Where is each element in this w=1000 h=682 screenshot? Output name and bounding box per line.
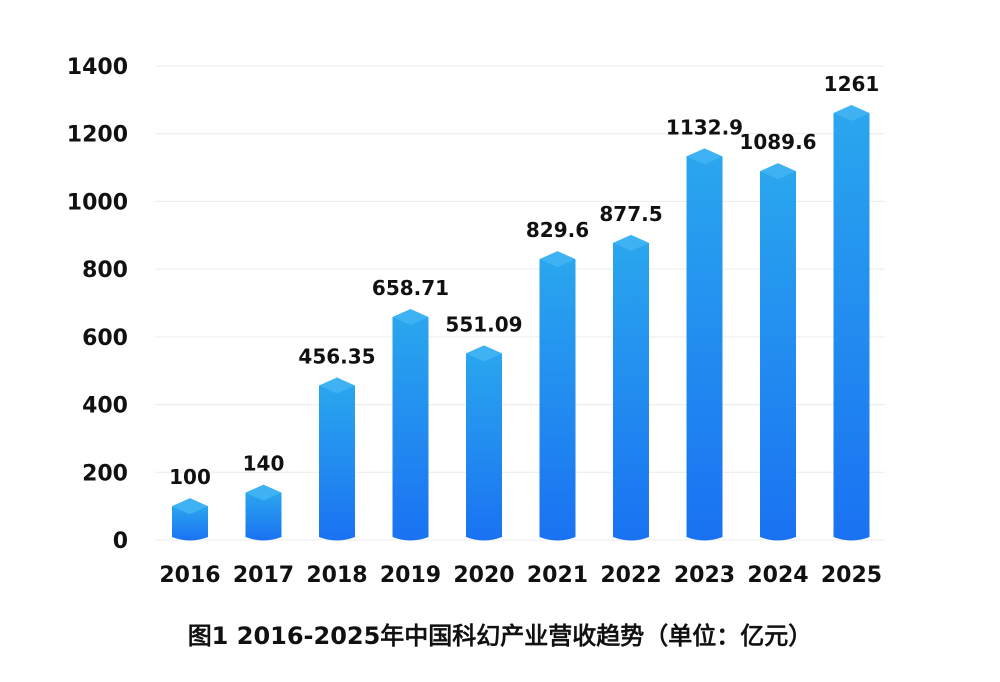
x-tick-label: 2024 (747, 563, 808, 588)
gridlines (155, 65, 885, 541)
bar-2024 (760, 171, 796, 541)
data-label: 456.35 (298, 344, 375, 368)
x-tick-label: 2023 (674, 563, 735, 588)
bar-cap-2024 (760, 163, 796, 180)
bar-cap-2019 (392, 308, 429, 325)
y-tick-label: 400 (82, 394, 128, 419)
x-tick-label: 2017 (233, 563, 294, 588)
bar-cap-2022 (613, 234, 649, 251)
bar-2020 (466, 353, 502, 541)
data-label: 100 (169, 465, 211, 489)
x-tick-label: 2025 (821, 563, 882, 588)
y-tick-label: 800 (82, 258, 128, 283)
data-label: 1089.6 (739, 130, 816, 154)
y-tick-label: 1200 (67, 123, 128, 148)
bar-cap-2017 (245, 484, 282, 501)
x-tick-label: 2020 (453, 563, 514, 588)
bar-cap-2023 (686, 148, 723, 165)
bar-cap-2020 (466, 345, 502, 362)
y-tick-label: 1400 (67, 55, 128, 80)
x-tick-label: 2018 (306, 563, 367, 588)
bars (172, 105, 870, 541)
bar-2018 (319, 385, 355, 541)
data-labels: 100 140 456.35 658.71 551.09 829.6 877.5 1132.9… (169, 72, 879, 489)
y-tick-label: 200 (82, 461, 128, 486)
x-tick-label: 2016 (159, 563, 220, 588)
data-label: 1132.9 (666, 115, 743, 139)
data-label: 658.71 (372, 276, 449, 300)
x-tick-label: 2022 (600, 563, 661, 588)
bar-2021 (539, 259, 576, 541)
data-label: 829.6 (526, 218, 589, 242)
bar-2016 (172, 506, 208, 541)
data-label: 551.09 (445, 312, 522, 336)
bar-cap-2016 (172, 498, 208, 515)
y-tick-label: 1000 (67, 190, 128, 215)
x-tick-label: 2019 (380, 563, 441, 588)
bar-2019 (392, 316, 429, 541)
data-label: 140 (243, 452, 285, 476)
bar-2023 (686, 156, 723, 541)
bar-2025 (833, 113, 870, 541)
y-axis-ticks: 0 200 400 600 800 1000 1200 1400 (67, 55, 128, 554)
data-label: 877.5 (599, 202, 662, 226)
bar-2017 (245, 492, 282, 541)
bar-cap-2018 (319, 377, 355, 394)
x-tick-label: 2021 (527, 563, 588, 588)
bar-2022 (613, 242, 649, 541)
y-tick-label: 600 (82, 326, 128, 351)
bar-cap-2021 (539, 251, 576, 268)
x-axis-ticks: 2016 2017 2018 2019 2020 2021 2022 2023 2024 2025 (159, 563, 882, 588)
chart-title: 图1 2016-2025年中国科幻产业营收趋势（单位：亿元） (187, 622, 813, 650)
y-tick-label: 0 (113, 529, 128, 554)
bar-cap-2025 (833, 105, 870, 122)
data-label: 1261 (824, 72, 880, 96)
